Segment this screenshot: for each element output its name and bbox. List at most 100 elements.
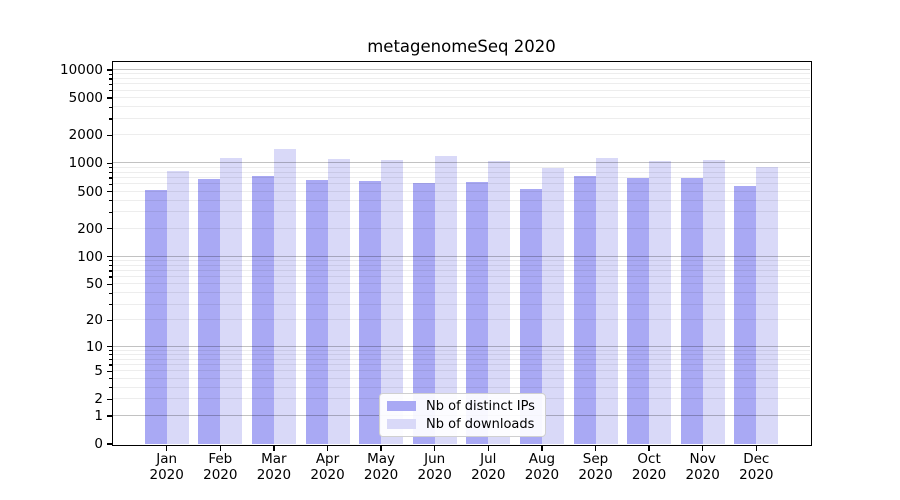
y-axis-tick	[106, 283, 112, 285]
x-tick-label: Sep 2020	[564, 451, 628, 483]
x-tick-label-year: 2020	[149, 467, 184, 483]
x-tick-label-month: Nov	[689, 451, 716, 467]
bar-distinct-ips	[144, 189, 167, 444]
bar-downloads	[273, 148, 296, 444]
x-tick-label: Aug 2020	[510, 451, 574, 483]
x-axis-tick	[648, 445, 650, 451]
y-axis-tick	[106, 345, 112, 348]
x-axis-tick	[166, 445, 168, 451]
x-tick-label: Jan 2020	[135, 451, 199, 483]
y-axis-minor-tick	[108, 264, 112, 267]
y-axis-minor-tick	[108, 387, 112, 389]
y-axis-minor-tick	[108, 211, 112, 213]
x-tick-label: May 2020	[349, 451, 413, 483]
x-tick-label-year: 2020	[471, 467, 506, 483]
y-tick-label: 1000	[68, 155, 103, 172]
x-tick-label-month: Oct	[637, 451, 661, 467]
bar-downloads	[166, 170, 189, 444]
y-tick-label: 5	[94, 363, 103, 380]
y-axis-tick	[106, 228, 112, 230]
y-axis-minor-tick	[108, 90, 112, 92]
legend-swatch-downloads	[387, 419, 416, 429]
y-axis-minor-tick	[108, 171, 112, 174]
x-tick-label: Feb 2020	[188, 451, 252, 483]
bar-distinct-ips	[734, 185, 757, 444]
x-tick-label-year: 2020	[739, 467, 774, 483]
x-tick-label-year: 2020	[685, 467, 720, 483]
x-tick-label-year: 2020	[524, 467, 560, 483]
x-tick-label-month: Jun	[424, 451, 446, 467]
y-axis-tick	[106, 97, 112, 99]
x-axis-tick	[380, 445, 382, 451]
x-tick-label-month: May	[367, 451, 396, 467]
x-tick-label-year: 2020	[363, 467, 399, 483]
bar-downloads	[381, 159, 404, 444]
x-axis-tick	[541, 445, 543, 451]
x-axis-tick	[755, 445, 757, 451]
bar-downloads	[541, 167, 564, 444]
x-tick-label: Mar 2020	[242, 451, 306, 483]
bar-distinct-ips	[627, 178, 650, 444]
x-tick-label-year: 2020	[631, 467, 667, 483]
y-axis-minor-tick	[108, 358, 112, 361]
bar-distinct-ips	[305, 180, 328, 444]
x-axis-tick	[219, 445, 221, 451]
legend-label-distinct-ips: Nb of distinct IPs	[426, 398, 535, 414]
x-axis-tick	[594, 445, 597, 451]
x-tick-label-year: 2020	[310, 467, 345, 483]
y-tick-label: 10000	[60, 61, 103, 78]
x-axis-tick	[273, 445, 275, 451]
bar-distinct-ips	[198, 178, 221, 444]
y-axis-tick	[106, 370, 112, 372]
y-tick-label: 50	[85, 276, 103, 293]
legend: Nb of distinct IPs Nb of downloads	[379, 393, 546, 437]
y-axis-minor-tick	[108, 303, 112, 306]
bar-downloads	[756, 166, 779, 444]
x-tick-label: Jul 2020	[456, 451, 520, 483]
plot-area	[111, 60, 812, 446]
y-axis-minor-tick	[108, 106, 112, 108]
x-tick-label-year: 2020	[256, 467, 292, 483]
bar-downloads	[649, 161, 672, 444]
y-axis-minor-tick	[108, 199, 112, 202]
y-axis-tick	[106, 190, 112, 193]
y-axis-tick	[106, 398, 112, 401]
y-axis-tick	[106, 255, 112, 258]
legend-label-downloads: Nb of downloads	[426, 416, 535, 432]
bar-downloads	[327, 159, 350, 444]
x-tick-label-month: Apr	[315, 451, 340, 467]
bar-downloads	[488, 160, 511, 444]
legend-swatch-distinct-ips	[387, 401, 416, 411]
y-axis-minor-tick	[108, 349, 112, 352]
y-axis-tick	[106, 134, 112, 136]
x-tick-label-month: Sep	[582, 451, 609, 467]
bar-distinct-ips	[466, 181, 489, 444]
bar-downloads	[702, 159, 725, 444]
legend-item-downloads: Nb of downloads	[387, 416, 535, 432]
bar-distinct-ips	[251, 175, 274, 444]
x-tick-label-month: Aug	[528, 451, 556, 467]
x-axis-tick	[326, 445, 329, 451]
bar-distinct-ips	[412, 183, 435, 444]
bar-distinct-ips	[573, 175, 596, 444]
y-axis-minor-tick	[108, 364, 112, 366]
x-axis-tick	[702, 445, 704, 451]
x-tick-label-month: Jan	[156, 451, 178, 467]
y-tick-label: 5000	[68, 90, 103, 107]
y-axis-minor-tick	[108, 354, 112, 356]
y-axis-minor-tick	[108, 260, 112, 262]
y-axis-minor-tick	[108, 270, 112, 272]
x-tick-label: Jun 2020	[403, 451, 467, 483]
bar-downloads	[220, 157, 243, 444]
y-tick-label: 2	[94, 391, 103, 408]
bar-distinct-ips	[519, 188, 542, 444]
y-axis-minor-tick	[108, 292, 112, 294]
x-tick-label-year: 2020	[578, 467, 613, 483]
x-tick-label-month: Feb	[208, 451, 233, 467]
y-axis-tick	[106, 69, 112, 71]
chart-title: metagenomeSeq 2020	[367, 37, 556, 56]
y-axis-tick	[106, 162, 112, 165]
y-axis-minor-tick	[108, 167, 112, 169]
x-axis-tick	[434, 445, 436, 451]
